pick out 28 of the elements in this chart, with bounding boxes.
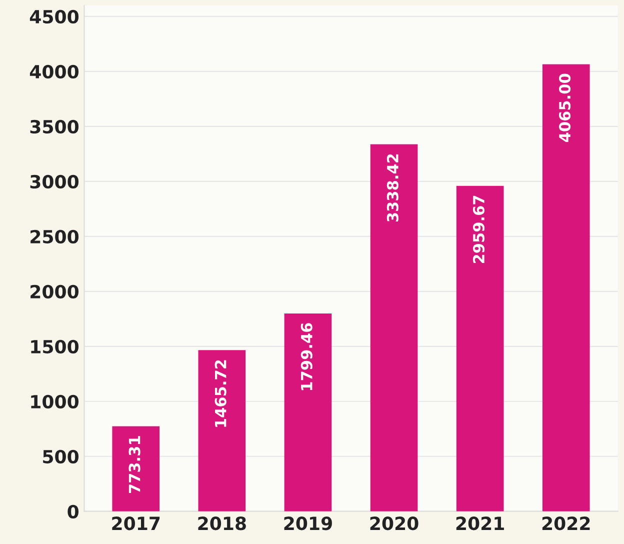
y-tick-label: 2000 xyxy=(30,284,79,299)
x-tick-label: 2022 xyxy=(542,516,590,530)
y-tick-label: 3500 xyxy=(30,120,79,134)
y-tick-label: 500 xyxy=(43,450,79,464)
bar xyxy=(112,426,160,512)
bar xyxy=(370,144,418,512)
x-tick-label: 2017 xyxy=(112,516,160,530)
bar xyxy=(284,313,332,512)
data-label: 3338.42 xyxy=(386,154,398,222)
x-tick-label: 2020 xyxy=(370,516,418,530)
y-tick-label: 4500 xyxy=(30,10,79,24)
bar xyxy=(198,350,246,512)
data-label: 1799.46 xyxy=(300,323,312,390)
y-tick-label: 1500 xyxy=(31,340,79,354)
y-tick-label: 4000 xyxy=(30,64,79,79)
data-label: 4065.00 xyxy=(559,74,571,142)
data-label: 2959.67 xyxy=(472,196,485,264)
x-tick-label: 2018 xyxy=(198,516,246,530)
data-label: 1465.72 xyxy=(214,360,226,427)
x-tick-label: 2019 xyxy=(284,516,332,530)
bar xyxy=(456,186,504,512)
y-tick-label: 0 xyxy=(68,504,79,518)
data-label: 773.31 xyxy=(128,436,140,494)
bar xyxy=(542,64,590,512)
y-tick-label: 3000 xyxy=(30,174,79,189)
y-tick-label: 2500 xyxy=(30,230,79,244)
y-tick-label: 1000 xyxy=(31,394,79,408)
x-tick-label: 2021 xyxy=(456,516,504,530)
